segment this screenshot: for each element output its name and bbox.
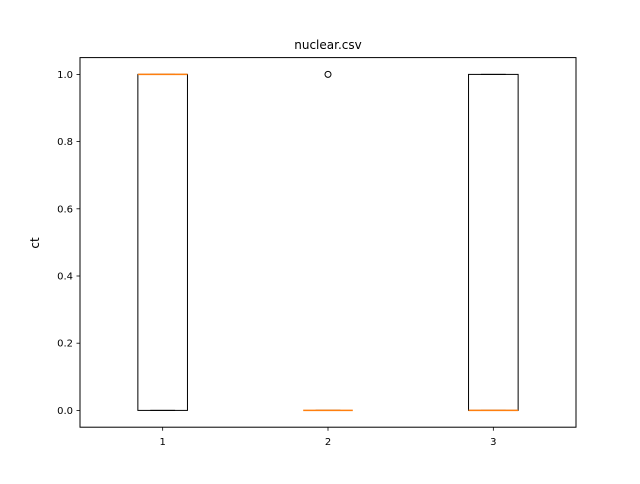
x-tick-label: 1 <box>159 437 165 448</box>
y-tick-label: 0.4 <box>57 272 73 283</box>
box-group-2 <box>303 70 353 412</box>
y-tick-label: 0.2 <box>57 339 73 350</box>
box-iqr <box>468 73 519 411</box>
box-group-1 <box>137 73 188 411</box>
y-axis: 0.0 0.2 0.4 0.6 0.8 1.0 <box>57 70 80 417</box>
y-axis-label: ct <box>28 237 42 249</box>
x-tick-label: 2 <box>325 437 331 448</box>
y-tick-label: 0.0 <box>57 406 73 417</box>
y-tick-label: 0.6 <box>57 204 73 215</box>
x-axis: 1 2 3 <box>159 427 497 448</box>
x-tick-label: 3 <box>490 437 496 448</box>
flier-point <box>324 70 332 78</box>
y-tick-label: 0.8 <box>57 137 73 148</box>
y-tick-label: 1.0 <box>57 70 73 81</box>
plot-area <box>137 70 519 412</box>
box-group-3 <box>468 73 519 412</box>
axes-frame <box>79 57 577 428</box>
box-iqr <box>137 73 188 411</box>
chart-title: nuclear.csv <box>294 38 361 52</box>
